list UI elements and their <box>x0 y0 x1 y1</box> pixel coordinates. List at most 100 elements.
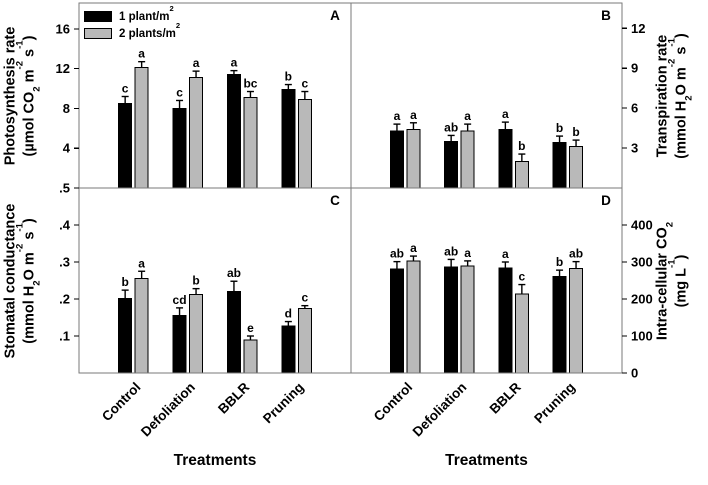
panel-letter-B: B <box>601 8 611 23</box>
sig-letter: a <box>138 47 145 61</box>
bar-pruning-series1 <box>281 89 296 189</box>
y-axis-title-transpiration-rate: Transpiration rate (mmol H2O m-2 s-1) <box>654 32 694 159</box>
bar-bblr-series2 <box>243 339 258 374</box>
y-axis-title-photosynthesis-rate: Photosynthesis rate (µmol CO2 m-2 s-1) <box>2 26 42 165</box>
bar-defoliation-series2 <box>460 265 475 374</box>
sig-letter: b <box>518 139 525 153</box>
bar-bblr-series1 <box>226 291 241 374</box>
legend-label-2-plants: 2 plants/m2 <box>119 20 181 40</box>
sig-letter: b <box>285 70 292 84</box>
y-tick-label: 4 <box>63 141 71 156</box>
sig-letter: a <box>138 256 145 270</box>
y-tick-label: .4 <box>59 218 71 233</box>
bar-bblr-series1 <box>498 128 513 189</box>
sig-letter: a <box>464 109 471 123</box>
panel-C: baControlcdbDefoliationabeBBLRdcPruning.… <box>59 181 352 440</box>
x-tick-label-pruning: Pruning <box>531 380 578 427</box>
sig-letter: a <box>464 246 471 260</box>
y-tick-label: 0 <box>631 366 638 381</box>
x-axis-title-left: Treatments <box>173 452 257 469</box>
bar-defoliation-series1 <box>172 107 187 189</box>
sig-letter: a <box>410 241 417 255</box>
sig-letter: b <box>572 125 579 139</box>
bar-control-series2 <box>406 128 421 189</box>
sig-letter: c <box>122 81 129 95</box>
y-tick-label: 400 <box>631 218 653 233</box>
x-tick-label-defoliation: Defoliation <box>138 380 198 440</box>
bar-pruning-series1 <box>552 275 567 374</box>
panel-letter-A: A <box>330 8 340 23</box>
bar-control-series1 <box>118 297 133 374</box>
y-tick-label: 16 <box>56 21 70 36</box>
y-tick-label: 300 <box>631 255 653 270</box>
bar-control-series2 <box>134 67 149 189</box>
sig-letter: a <box>231 56 238 70</box>
bar-defoliation-series2 <box>460 130 475 189</box>
bar-bblr-series2 <box>514 293 529 374</box>
sig-letter: b <box>121 275 128 289</box>
bar-control-series1 <box>389 130 404 189</box>
bar-pruning-series2 <box>569 267 584 374</box>
x-tick-label-bblr: BBLR <box>215 379 252 416</box>
sig-letter: ab <box>390 247 404 261</box>
y-tick-label: 3 <box>631 141 638 156</box>
sig-letter: a <box>410 108 417 122</box>
bar-control-series1 <box>389 268 404 374</box>
x-tick-label-bblr: BBLR <box>487 379 524 416</box>
bar-bblr-series1 <box>498 267 513 374</box>
bar-control-series2 <box>406 260 421 374</box>
legend-item-1-plant: 1 plant/m2 <box>84 5 180 23</box>
x-tick-label-defoliation: Defoliation <box>410 380 470 440</box>
sig-letter: b <box>556 121 563 135</box>
sig-letter: cd <box>173 293 187 307</box>
sig-letter: c <box>302 77 309 91</box>
y-tick-label: 9 <box>631 61 638 76</box>
legend-item-2-plants: 2 plants/m2 <box>84 20 181 40</box>
x-tick-label-pruning: Pruning <box>260 380 307 427</box>
bar-defoliation-series2 <box>189 294 204 374</box>
sig-letter: ab <box>444 244 458 258</box>
bar-defoliation-series1 <box>172 314 187 374</box>
legend-swatch-gray <box>84 28 112 39</box>
sig-letter: ab <box>444 120 458 134</box>
y-axis-title-intracellular-co2: Intra-cellular CO2 (mg L-1) <box>654 221 689 340</box>
bar-defoliation-series1 <box>444 140 459 189</box>
bar-control-series2 <box>134 278 149 374</box>
bar-defoliation-series1 <box>444 266 459 374</box>
y-tick-label: 6 <box>631 101 638 116</box>
bar-control-series1 <box>118 102 133 189</box>
sig-letter: c <box>176 85 183 99</box>
legend: 1 plant/m2 2 plants/m2 <box>84 5 181 44</box>
x-tick-label-control: Control <box>99 380 144 425</box>
sig-letter: a <box>394 109 401 123</box>
panel-border <box>350 187 623 374</box>
bar-pruning-series2 <box>297 98 312 189</box>
bar-bblr-series1 <box>226 74 241 189</box>
sig-letter: b <box>556 255 563 269</box>
y-tick-label: 8 <box>63 101 70 116</box>
sig-letter: bc <box>243 77 257 91</box>
y-tick-label: .1 <box>59 329 70 344</box>
sig-letter: c <box>519 270 526 284</box>
y-tick-label: .2 <box>59 292 70 307</box>
panel-letter-C: C <box>330 193 340 208</box>
bar-pruning-series2 <box>297 308 312 374</box>
sig-letter: a <box>193 56 200 70</box>
legend-swatch-black <box>84 11 112 22</box>
sig-letter: a <box>502 107 509 121</box>
sig-letter: a <box>502 247 509 261</box>
sig-letter: b <box>192 274 199 288</box>
bar-defoliation-series2 <box>189 77 204 189</box>
sig-letter: d <box>285 307 292 321</box>
y-tick-label: 12 <box>631 21 645 36</box>
bar-pruning-series1 <box>552 142 567 189</box>
bar-bblr-series2 <box>514 160 529 189</box>
bar-pruning-series1 <box>281 325 296 374</box>
y-tick-label: .5 <box>59 181 70 196</box>
bar-pruning-series2 <box>569 146 584 189</box>
